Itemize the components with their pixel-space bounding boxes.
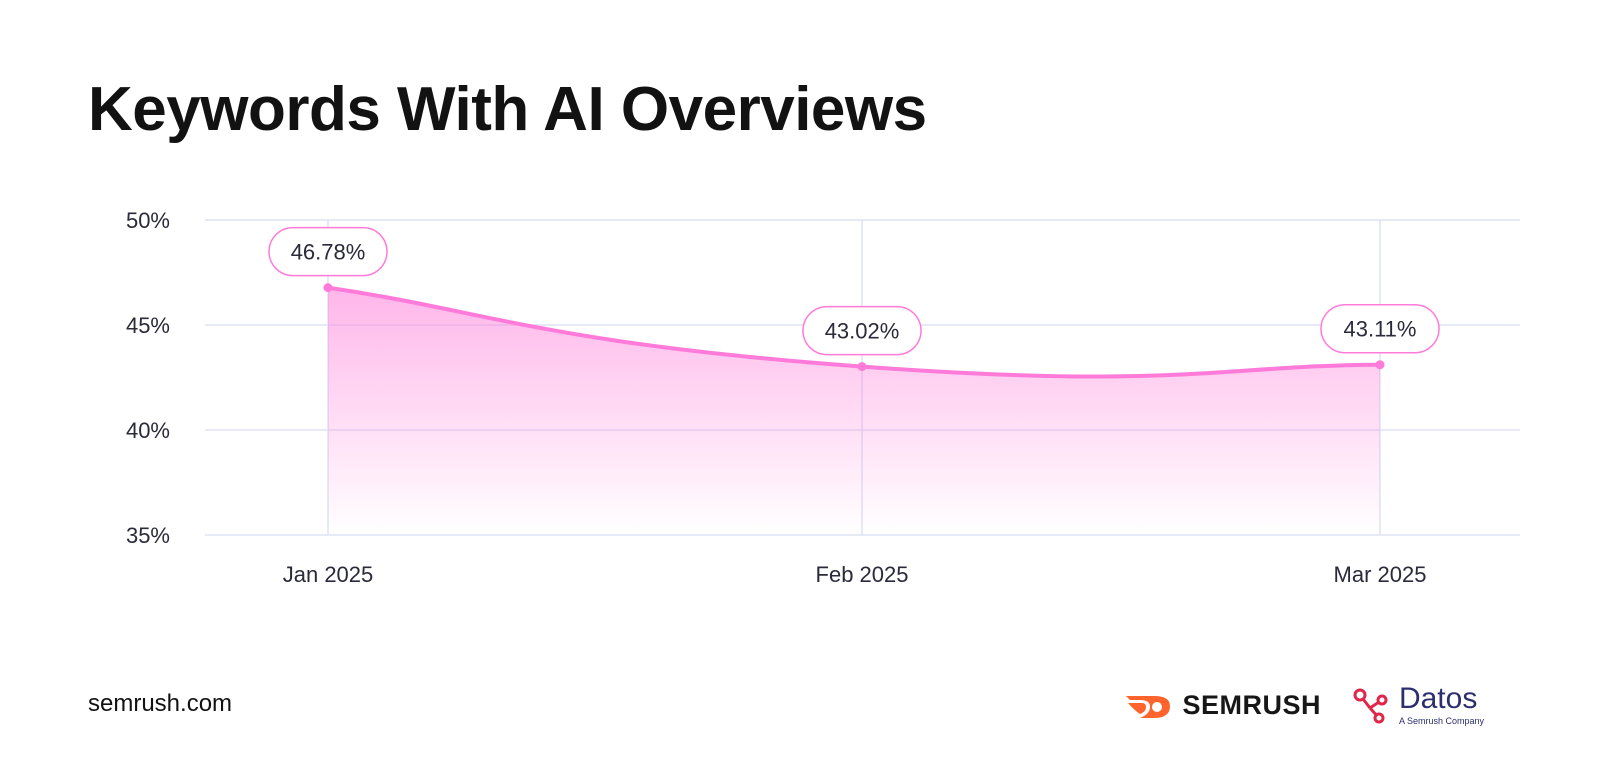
data-label-bubble bbox=[268, 226, 388, 277]
data-label: 43.02% bbox=[825, 319, 900, 344]
y-tick-label: 40% bbox=[126, 418, 170, 443]
chart-title: Keywords With AI Overviews bbox=[88, 75, 927, 144]
x-tick-label: Mar 2025 bbox=[1334, 562, 1427, 587]
datos-logo: Datos A Semrush Company bbox=[1351, 684, 1484, 726]
data-label: 43.11% bbox=[1344, 317, 1417, 342]
x-tick-label: Feb 2025 bbox=[816, 562, 909, 587]
footer-site-url: semrush.com bbox=[88, 690, 233, 717]
semrush-wordmark: SEMRUSH bbox=[1182, 689, 1321, 720]
x-tick-label: Jan 2025 bbox=[283, 562, 374, 587]
data-point bbox=[857, 362, 867, 372]
datos-nodes-icon bbox=[1353, 688, 1388, 724]
data-point bbox=[323, 283, 333, 293]
logos: SEMRUSH Datos A Semrush Company bbox=[1124, 684, 1484, 726]
data-label: 46.78% bbox=[291, 240, 366, 265]
line-chart: 50% 45% 40% 35% Jan 2025 Feb 2025 Mar 2025 46.7… bbox=[126, 208, 1520, 587]
series-area bbox=[328, 287, 1380, 535]
semrush-fire-icon bbox=[1126, 696, 1171, 718]
y-tick-label: 35% bbox=[126, 523, 170, 548]
data-label-bubble bbox=[1320, 303, 1440, 354]
y-tick-label: 50% bbox=[126, 208, 170, 233]
data-label-bubble bbox=[802, 305, 922, 356]
y-tick-label: 45% bbox=[126, 313, 170, 338]
datos-wordmark: Datos bbox=[1398, 682, 1478, 715]
data-point bbox=[1375, 360, 1385, 370]
datos-tagline: A Semrush Company bbox=[1398, 716, 1484, 726]
semrush-logo: SEMRUSH bbox=[1124, 690, 1321, 721]
